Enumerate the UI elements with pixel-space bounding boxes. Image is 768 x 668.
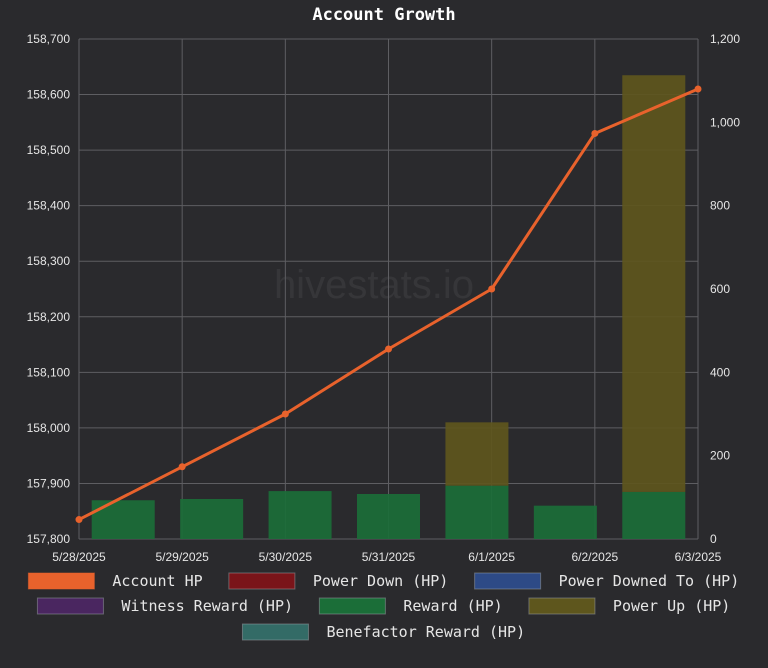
legend: Account HP Power Down (HP) Power Downed To…: [27, 572, 740, 641]
legend-swatch-power-up-hp: [528, 597, 596, 615]
bar-power-up-hp: [622, 75, 686, 492]
bar-reward-hp: [268, 491, 332, 539]
x-tick-label: 5/31/2025: [362, 550, 416, 564]
account-hp-point: [694, 85, 702, 93]
account-hp-point: [488, 285, 496, 293]
legend-label-power-up-hp: Power Up (HP): [613, 597, 730, 615]
account-hp-point: [591, 129, 599, 137]
bar-reward-hp: [622, 491, 686, 539]
bar-reward-hp: [91, 500, 155, 539]
y-right-tick-label: 1,000: [710, 115, 740, 129]
y-left-tick-label: 158,000: [27, 421, 71, 435]
bar-reward-hp: [357, 494, 420, 539]
x-tick-label: 5/29/2025: [155, 550, 209, 564]
y-right-tick-label: 0: [710, 532, 717, 546]
account-hp-point: [178, 463, 186, 471]
legend-label-account-hp: Account HP: [112, 572, 202, 590]
y-left-tick-label: 158,700: [27, 32, 71, 46]
account-hp-point: [385, 345, 392, 353]
x-tick-label: 5/30/2025: [259, 550, 313, 564]
bar-reward-hp: [533, 505, 597, 539]
legend-label-witness-reward-hp: Witness Reward (HP): [121, 597, 293, 615]
legend-swatch-witness-reward-hp: [36, 597, 104, 615]
axis-labels: 157,800 157,900 158,000 158,100 158,200 158,3…: [27, 32, 741, 564]
y-left-tick-label: 158,200: [27, 310, 71, 324]
x-tick-label: 5/28/2025: [52, 550, 106, 564]
legend-label-benefactor-reward-hp: Benefactor Reward (HP): [326, 623, 525, 641]
y-left-tick-label: 157,800: [27, 532, 71, 546]
watermark-text: hivestats.io: [274, 263, 474, 307]
legend-swatch-benefactor-reward-hp: [241, 623, 309, 641]
bar-power-up-hp: [445, 422, 509, 486]
legend-swatch-account-hp: [27, 572, 95, 590]
legend-swatch-power-down-hp: [228, 572, 296, 590]
y-right-tick-label: 800: [710, 199, 730, 213]
y-left-tick-label: 158,400: [27, 199, 71, 213]
legend-swatch-reward-hp: [318, 597, 386, 615]
bar-series: [91, 75, 686, 539]
y-right-tick-label: 600: [710, 282, 730, 296]
x-tick-label: 6/2/2025: [571, 550, 618, 564]
line-series: [75, 85, 702, 524]
account-hp-point: [281, 410, 289, 418]
x-tick-label: 6/1/2025: [468, 550, 515, 564]
y-right-tick-label: 1,200: [710, 32, 740, 46]
chart-title: Account Growth: [312, 5, 455, 25]
legend-label-power-down-hp: Power Down (HP): [313, 572, 448, 590]
bar-reward-hp: [180, 499, 244, 539]
legend-label-power-downed-to-hp: Power Downed To (HP): [559, 572, 740, 590]
y-left-tick-label: 158,600: [27, 88, 71, 102]
account-hp-point: [75, 516, 83, 524]
legend-swatch-power-downed-to-hp: [474, 572, 542, 590]
y-left-tick-label: 158,500: [27, 143, 71, 157]
x-tick-label: 6/3/2025: [675, 550, 722, 564]
y-left-tick-label: 158,100: [27, 365, 71, 379]
y-right-tick-label: 200: [710, 449, 730, 463]
bar-reward-hp: [445, 485, 509, 539]
y-right-tick-label: 400: [710, 365, 730, 379]
legend-label-reward-hp: Reward (HP): [403, 597, 502, 615]
y-left-tick-label: 158,300: [27, 254, 71, 268]
y-left-tick-label: 157,900: [27, 476, 71, 490]
grid-lines: [78, 38, 699, 540]
